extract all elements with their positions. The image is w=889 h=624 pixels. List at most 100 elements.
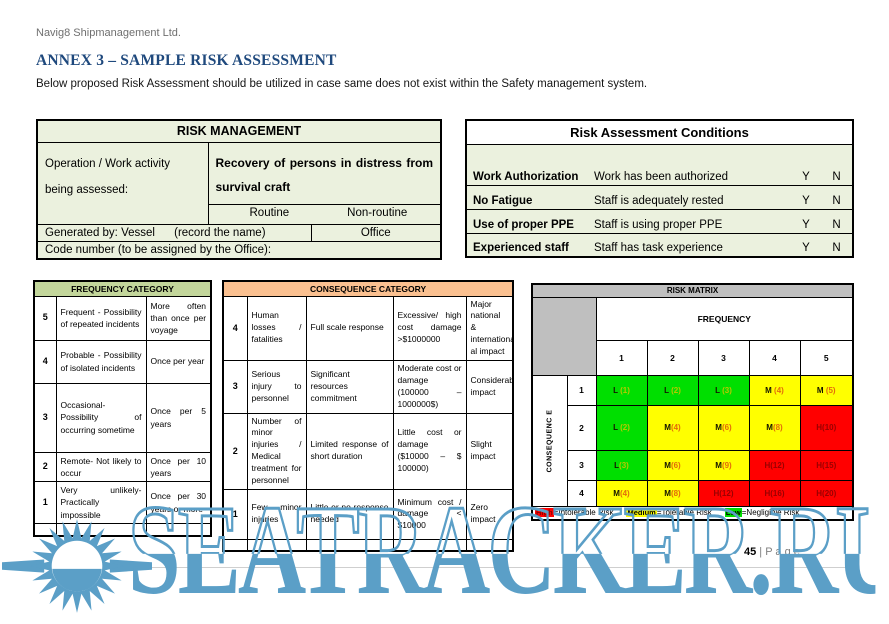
condition-yes-option: Y [791, 232, 821, 257]
frequency-value: More often than once per voyage [145, 295, 212, 341]
consequence-human [246, 538, 307, 552]
matrix-frequency-level: 1 [595, 339, 648, 376]
matrix-cell: M(4) [646, 404, 699, 451]
footer-divider [36, 567, 853, 568]
matrix-cell: M(8) [748, 404, 801, 451]
consequence-row: 3 Serious injury to personnel Significant … [222, 359, 514, 414]
frequency-level: 1 [33, 481, 57, 525]
frequency-description [55, 523, 147, 537]
condition-description: Staff is adequately rested [588, 184, 791, 209]
condition-row: Work Authorization Work has been authoriz… [466, 143, 853, 185]
risk-management-table: RISK MANAGEMENT Operation / Work activit… [36, 119, 443, 260]
frequency-description: Very unlikely- Practically impossible [55, 481, 147, 525]
matrix-cell-letter: L [715, 385, 720, 395]
matrix-cell: L (2) [595, 404, 648, 451]
consequence-cost: Minimum cost / damage < $10000 [392, 488, 467, 540]
matrix-cell-value: (8) [670, 488, 681, 498]
matrix-cell: L(3) [595, 449, 648, 481]
consequence-cost: Excessive/ high cost damage >$1000000 [392, 295, 467, 361]
matrix-cell-value: (6) [721, 423, 732, 432]
matrix-frequency-level: 3 [697, 339, 750, 376]
consequence-response: Limited response of short duration [305, 412, 394, 490]
routine-option: Routine [249, 206, 290, 219]
matrix-legend-row: High =Intolerable Risk Medium =Tolerable Ri… [531, 505, 854, 521]
matrix-cell-value: (3) [719, 385, 732, 395]
code-number-row: Code number (to be assigned by the Offic… [36, 240, 442, 259]
risk-conditions-title: Risk Assessment Conditions [466, 120, 853, 145]
consequence-level: 2 [222, 412, 248, 490]
consequence-impact: Major national & international al impact [465, 295, 514, 361]
legend-chip: Low [724, 508, 742, 518]
matrix-cell-value: (9) [721, 460, 732, 470]
routine-cell: Routine Non-routine [207, 203, 442, 225]
matrix-cell: M(9) [697, 449, 750, 481]
risk-management-title: RISK MANAGEMENT [36, 119, 442, 143]
matrix-cell: M (4) [748, 374, 801, 406]
legend-chip: High [535, 508, 554, 518]
consequence-impact: Slight impact [465, 412, 514, 490]
frequency-description: Remote- Not likely to occur [55, 451, 147, 483]
frequency-description: Occasional- Possibility of occurring som… [55, 382, 147, 453]
condition-yes-option: Y [791, 208, 821, 233]
risk-matrix-header: RISK MATRIX [531, 283, 854, 298]
matrix-cell-letter: L [664, 385, 669, 395]
page-number-word: | P a g e [756, 546, 800, 558]
matrix-cell-value: (4) [619, 488, 630, 498]
consequence-cost [392, 538, 467, 552]
matrix-frequency-level: 5 [799, 339, 854, 376]
condition-no-option: N [821, 143, 853, 185]
matrix-cell-letter: M [715, 460, 722, 470]
consequence-response: Little or no response needed [305, 488, 394, 540]
matrix-cell-letter: M [613, 488, 620, 498]
condition-row: Experienced staff Staff has task experien… [466, 232, 853, 257]
matrix-cell-value: (12) [719, 488, 734, 498]
matrix-cell-value: (12) [770, 460, 785, 470]
frequency-level: 2 [33, 451, 57, 483]
consequence-impact: Zero impact [465, 488, 514, 540]
consequence-response [305, 538, 394, 552]
matrix-consequence-axis: CONSEQUENC E [531, 374, 568, 507]
legend-text: =Intolerable Risk [553, 508, 614, 518]
legend-item: Low =Negligible Risk [724, 508, 800, 518]
matrix-cell: L (2) [646, 374, 699, 406]
frequency-level [33, 523, 57, 537]
frequency-description: Frequent - Possibility of repeated incid… [55, 295, 147, 341]
operation-row: Operation / Work activity being assessed… [36, 141, 442, 225]
condition-no-option: N [821, 208, 853, 233]
frequency-row: 3 Occasional- Possibility of occurring so… [33, 382, 212, 453]
consequence-category-title: CONSEQUENCE CATEGORY [222, 280, 514, 297]
condition-no-option: N [821, 232, 853, 257]
consequence-category-table: CONSEQUENCE CATEGORY 4 Human losses / fat… [222, 280, 515, 553]
frequency-value: Once per 10 years [145, 451, 212, 483]
frequency-row: 2 Remote- Not likely to occur Once per 10 … [33, 451, 212, 483]
matrix-cell-value: (15) [822, 460, 837, 470]
matrix-cell: L (3) [697, 374, 750, 406]
frequency-category-title: FREQUENCY CATEGORY [33, 280, 212, 297]
consequence-level: 3 [222, 359, 248, 414]
matrix-cell-letter: H [816, 423, 823, 432]
condition-yes-option: Y [791, 184, 821, 209]
matrix-cell-value: (10) [822, 423, 837, 432]
consequence-category-header: CONSEQUENCE CATEGORY [222, 280, 514, 297]
legend-text: =Negligible Risk [741, 508, 800, 518]
frequency-value [145, 523, 212, 537]
condition-name: Work Authorization [466, 143, 588, 185]
matrix-cell: H(12) [748, 449, 801, 481]
code-number-label: Code number (to be assigned by the Offic… [36, 240, 442, 259]
condition-description: Staff has task experience [588, 232, 791, 257]
matrix-cell-letter: H [713, 488, 720, 498]
matrix-cell-letter: M [765, 385, 772, 395]
risk-conditions-table: Risk Assessment Conditions Work Authoriz… [465, 119, 854, 258]
matrix-cell-value: (1) [617, 385, 630, 395]
matrix-consequence-level: 3 [566, 449, 597, 481]
frequency-banner: FREQUENCY [595, 296, 854, 341]
legend-chip: Medium [626, 508, 657, 518]
operation-label: Operation / Work activity being assessed… [36, 141, 209, 225]
consequence-human: Human losses / fatalities [246, 295, 307, 361]
matrix-cell-letter: L [613, 385, 618, 395]
condition-yes-option: Y [791, 143, 821, 185]
matrix-cell-letter: M [664, 488, 671, 498]
matrix-cell-value: (20) [822, 488, 837, 498]
frequency-row: 1 Very unlikely- Practically impossible On… [33, 481, 212, 525]
